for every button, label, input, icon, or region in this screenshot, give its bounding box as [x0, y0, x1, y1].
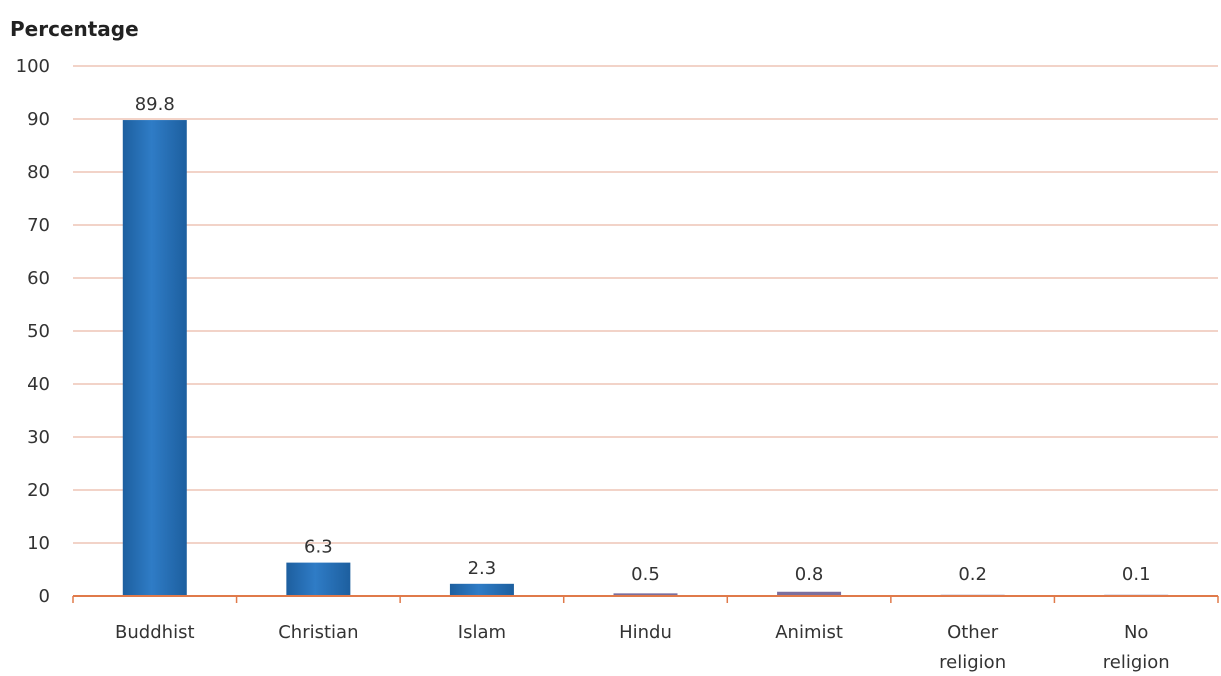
category-label: Animist: [775, 622, 843, 643]
y-axis-ticks: 0 10 20 30 40 50 60 70 80 90 100: [16, 56, 50, 607]
y-tick-label: 30: [27, 427, 50, 448]
bar: [613, 593, 678, 596]
data-label: 0.2: [958, 564, 987, 585]
data-label: 0.8: [795, 564, 824, 585]
data-label: 6.3: [304, 537, 333, 558]
data-label: 0.1: [1122, 564, 1151, 585]
category-label: Buddhist: [115, 622, 194, 643]
y-tick-label: 10: [27, 533, 50, 554]
bar: [777, 591, 842, 596]
y-tick-label: 100: [16, 56, 50, 77]
bar: [286, 562, 351, 596]
bars: [122, 120, 1169, 596]
bar: [122, 120, 187, 596]
category-label: Other: [947, 622, 999, 643]
bar: [449, 583, 514, 596]
category-label: Christian: [278, 622, 358, 643]
category-label: religion: [1103, 652, 1170, 673]
y-tick-label: 70: [27, 215, 50, 236]
gridlines: [73, 65, 1218, 544]
category-label: Islam: [458, 622, 506, 643]
y-tick-label: 20: [27, 480, 50, 501]
category-label: religion: [939, 652, 1006, 673]
category-label: No: [1124, 622, 1148, 643]
y-axis-label: Percentage: [10, 17, 139, 41]
data-label: 0.5: [631, 564, 660, 585]
y-tick-label: 80: [27, 162, 50, 183]
y-tick-label: 40: [27, 374, 50, 395]
category-label: Hindu: [619, 622, 672, 643]
data-label: 89.8: [135, 94, 175, 115]
category-labels: Buddhist Christian Islam Hindu Animist Other r…: [115, 622, 1170, 673]
data-label: 2.3: [468, 558, 497, 579]
x-axis: [72, 595, 1219, 603]
y-tick-label: 60: [27, 268, 50, 289]
y-tick-label: 90: [27, 109, 50, 130]
y-tick-label: 0: [39, 586, 50, 607]
value-labels: 89.8 6.3 2.3 0.5 0.8 0.2 0.1: [135, 94, 1151, 585]
y-tick-label: 50: [27, 321, 50, 342]
